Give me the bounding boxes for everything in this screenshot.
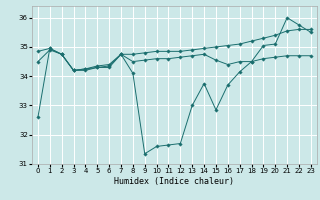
X-axis label: Humidex (Indice chaleur): Humidex (Indice chaleur) bbox=[115, 177, 234, 186]
